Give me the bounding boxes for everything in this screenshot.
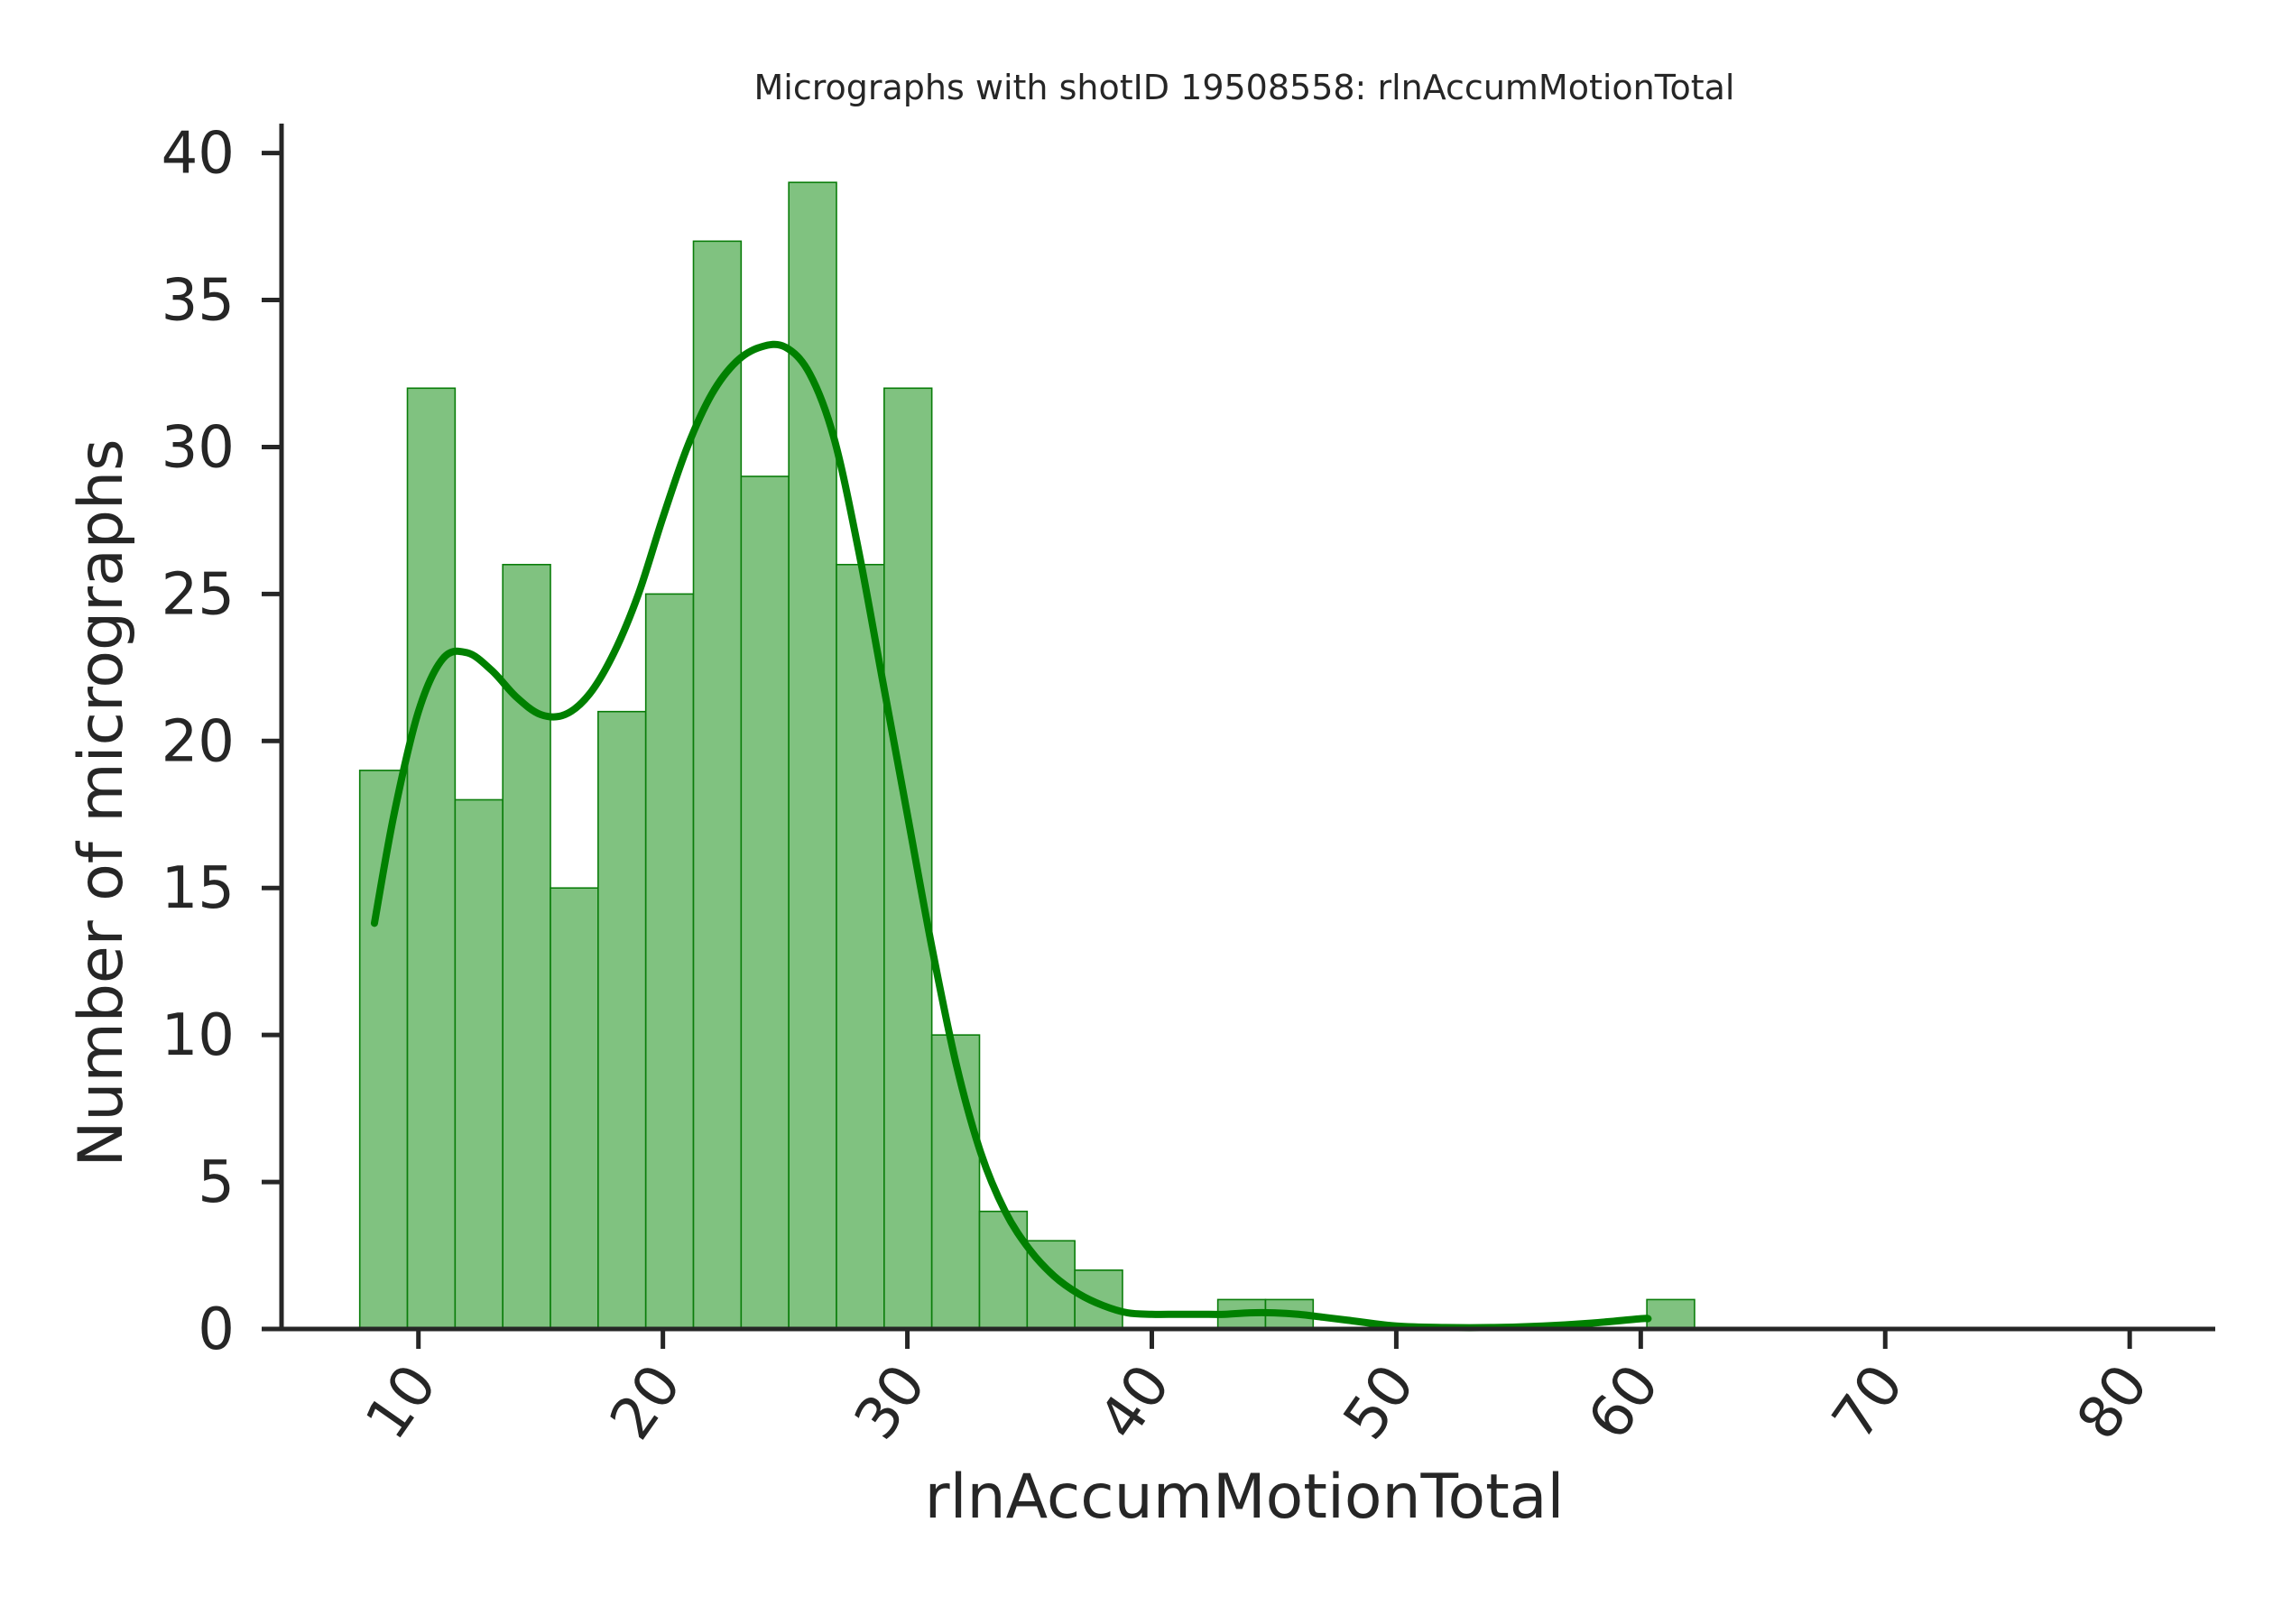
histogram-bar [692, 240, 743, 1330]
y-axis-label: Number of micrographs [66, 438, 137, 1167]
histogram-bar [597, 710, 647, 1330]
histogram-bar [1646, 1298, 1696, 1330]
x-tick-label: 20 [597, 1353, 694, 1452]
histogram-bar [644, 593, 695, 1330]
histogram-bar [502, 563, 551, 1330]
y-tick-label: 30 [162, 414, 235, 481]
y-tick-label: 10 [162, 1002, 235, 1069]
histogram-bar [406, 387, 457, 1330]
y-tick-label: 15 [162, 855, 235, 922]
chart-title: Micrographs with shotID 19508558: rlnAcc… [753, 68, 1734, 107]
x-tick-label: 80 [2065, 1353, 2161, 1452]
kde-curve [370, 340, 1652, 1332]
histogram-bars [358, 181, 1696, 1330]
histogram-bar [550, 887, 599, 1330]
y-tick-label: 35 [162, 268, 235, 335]
histogram-bar [883, 387, 933, 1330]
x-tick-label: 60 [1575, 1353, 1672, 1452]
histogram-bar [836, 563, 885, 1330]
x-tick-label: 70 [1820, 1353, 1917, 1452]
x-tick-label: 50 [1331, 1353, 1428, 1452]
y-tick-label: 5 [198, 1149, 235, 1216]
y-tick-label: 25 [162, 561, 235, 628]
x-ticks: 10 20 30 40 50 60 70 80 [353, 1329, 2161, 1452]
y-tick-label: 0 [198, 1296, 235, 1363]
x-tick-label: 10 [353, 1353, 449, 1452]
x-tick-label: 40 [1086, 1353, 1183, 1452]
histogram-bar [978, 1210, 1029, 1330]
y-tick-label: 40 [162, 121, 235, 188]
histogram-bar [740, 475, 790, 1330]
histogram-bar [454, 798, 504, 1330]
histogram-bar [930, 1034, 981, 1330]
y-ticks: 0 5 10 15 20 25 30 35 40 [162, 121, 282, 1363]
x-tick-label: 30 [842, 1353, 938, 1452]
y-tick-label: 20 [162, 708, 235, 775]
x-axis-label: rlnAccumMotionTotal [925, 1462, 1565, 1533]
